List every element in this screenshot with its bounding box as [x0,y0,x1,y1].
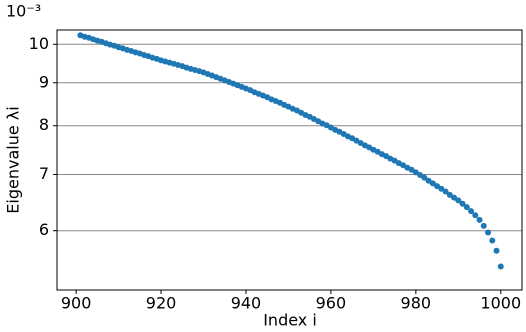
point [485,229,492,236]
x-tick-label: 900 [61,294,92,313]
point [476,216,483,223]
point [459,200,466,207]
point [421,174,428,181]
y-tick-label: 9 [39,72,49,91]
point [446,191,453,198]
y-tick-label: 6 [39,220,49,239]
x-tick-label: 1000 [480,294,521,313]
point [438,185,445,192]
point [451,194,458,201]
x-tick-label: 960 [316,294,347,313]
point [489,237,496,244]
point [455,197,462,204]
y-tick-label: 7 [39,164,49,183]
point [497,263,504,270]
point [472,212,479,219]
x-tick-label: 940 [231,294,262,313]
point [468,208,475,215]
y-axis-label: Eigenvalue λi [4,106,23,213]
y-tick-label: 10 [29,34,49,53]
y-tick-label: 8 [39,115,49,134]
point [493,247,500,254]
y-offset-label: 10⁻³ [6,2,41,21]
x-tick-label: 920 [146,294,177,313]
x-axis-label: Index i [263,311,317,330]
plot-frame [56,29,523,291]
x-tick-label: 980 [401,294,432,313]
point [480,222,487,229]
point [442,188,449,195]
point [463,204,470,211]
